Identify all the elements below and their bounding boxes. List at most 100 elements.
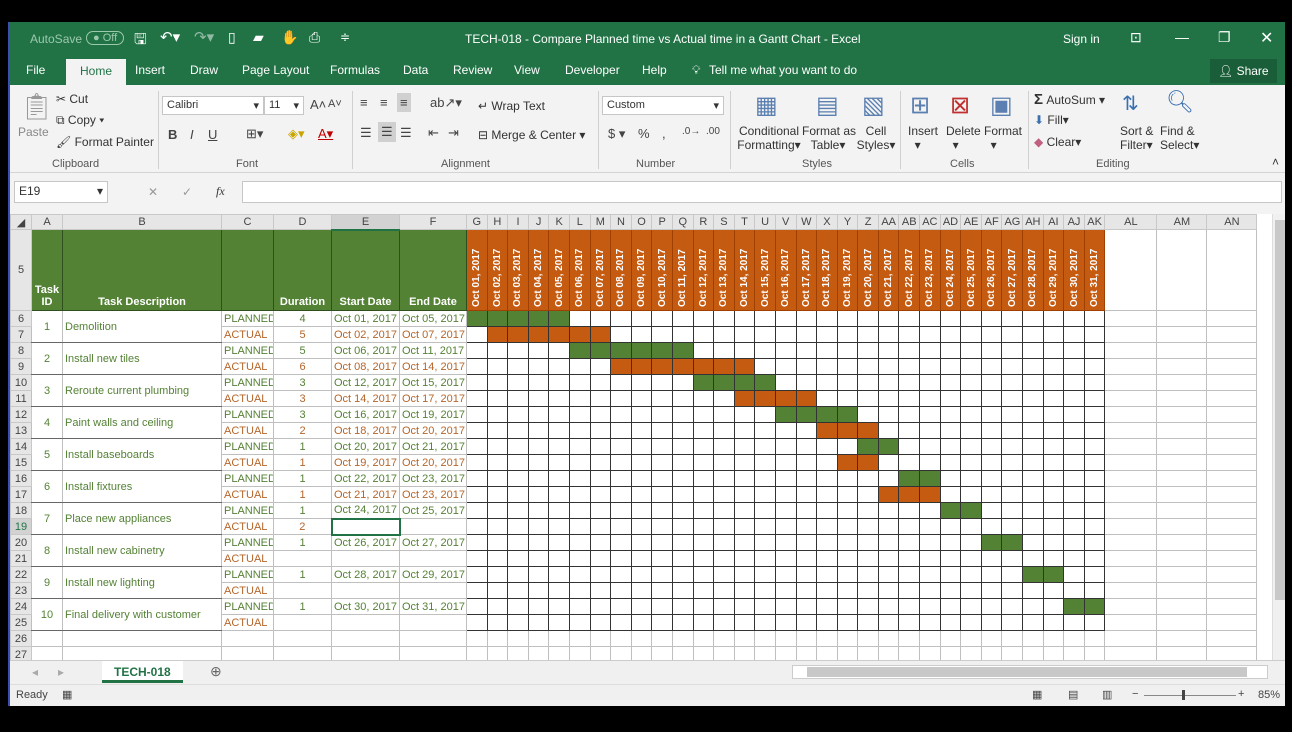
align-center-icon[interactable]: ☰ — [378, 122, 396, 142]
zoom-out-icon[interactable]: − — [1132, 688, 1139, 700]
gantt-cell[interactable] — [651, 582, 673, 599]
gantt-cell[interactable] — [857, 598, 879, 615]
gantt-cell[interactable] — [754, 326, 776, 343]
gantt-cell[interactable] — [466, 614, 488, 631]
empty-cell[interactable] — [1156, 326, 1208, 343]
end-date-cell[interactable]: Oct 11, 2017 — [399, 342, 467, 359]
empty-cell[interactable] — [919, 630, 941, 647]
gantt-cell[interactable] — [939, 390, 962, 407]
gantt-cell[interactable] — [898, 422, 921, 439]
gantt-cell[interactable] — [1022, 598, 1044, 615]
actual-bar-cell[interactable] — [630, 358, 653, 375]
normal-view-icon[interactable]: ▦ — [1032, 689, 1043, 701]
gantt-cell[interactable] — [857, 550, 879, 567]
task-id-cell[interactable]: 1 — [31, 310, 63, 343]
header-type[interactable] — [221, 229, 274, 311]
gantt-cell[interactable] — [795, 598, 818, 615]
gantt-cell[interactable] — [1083, 486, 1106, 503]
tab-formulas[interactable]: Formulas — [330, 63, 381, 77]
task-id-cell[interactable]: 4 — [31, 406, 63, 439]
gantt-cell[interactable] — [980, 486, 1003, 503]
gantt-cell[interactable] — [1083, 566, 1106, 583]
duration-cell[interactable]: 5 — [273, 326, 332, 343]
actual-bar-cell[interactable] — [857, 422, 879, 439]
tab-file[interactable]: File — [26, 63, 46, 77]
empty-cell[interactable] — [527, 646, 550, 660]
empty-cell[interactable] — [1083, 630, 1106, 647]
duration-cell[interactable]: 1 — [273, 470, 332, 487]
gantt-cell[interactable] — [548, 470, 570, 487]
gantt-cell[interactable] — [610, 470, 632, 487]
gantt-cell[interactable] — [877, 454, 900, 471]
actual-bar-cell[interactable] — [733, 390, 756, 407]
gantt-cell[interactable] — [630, 550, 653, 567]
end-date-cell[interactable] — [399, 614, 467, 631]
sort-filter-button[interactable]: Sort & Filter▾ — [1120, 124, 1154, 152]
gantt-cell[interactable] — [836, 614, 859, 631]
empty-cell[interactable] — [1156, 438, 1208, 455]
empty-cell[interactable] — [1063, 630, 1085, 647]
gantt-cell[interactable] — [919, 534, 941, 551]
date-header[interactable]: Oct 07, 2017 — [589, 229, 612, 311]
duration-cell[interactable]: 3 — [273, 374, 332, 391]
gantt-cell[interactable] — [527, 614, 550, 631]
gantt-cell[interactable] — [754, 502, 776, 519]
gantt-cell[interactable] — [1001, 406, 1024, 423]
task-description-cell[interactable]: Place new appliances — [62, 502, 222, 535]
paste-icon[interactable]: 📋︎ — [20, 91, 54, 121]
row-header-16[interactable]: 16 — [10, 470, 32, 487]
gantt-cell[interactable] — [1022, 534, 1044, 551]
gantt-cell[interactable] — [671, 422, 694, 439]
gantt-cell[interactable] — [630, 374, 653, 391]
empty-cell[interactable] — [31, 630, 63, 647]
gantt-cell[interactable] — [774, 486, 797, 503]
duration-cell[interactable]: 1 — [273, 454, 332, 471]
gantt-cell[interactable] — [733, 518, 756, 535]
gantt-cell[interactable] — [713, 438, 735, 455]
planned-bar-cell[interactable] — [919, 470, 941, 487]
duration-cell[interactable]: 4 — [273, 310, 332, 327]
empty-cell[interactable] — [1206, 566, 1258, 583]
gantt-cell[interactable] — [671, 550, 694, 567]
gantt-cell[interactable] — [877, 342, 900, 359]
gantt-cell[interactable] — [939, 438, 962, 455]
empty-cell[interactable] — [1206, 582, 1258, 599]
gantt-cell[interactable] — [568, 486, 591, 503]
gantt-cell[interactable] — [1042, 486, 1065, 503]
gantt-cell[interactable] — [610, 390, 632, 407]
gantt-cell[interactable] — [980, 374, 1003, 391]
gantt-cell[interactable] — [960, 470, 982, 487]
gantt-cell[interactable] — [713, 470, 735, 487]
page-layout-view-icon[interactable]: ▤ — [1068, 689, 1079, 701]
gantt-cell[interactable] — [610, 534, 632, 551]
gantt-cell[interactable] — [589, 518, 612, 535]
row-header-23[interactable]: 23 — [10, 582, 32, 599]
empty-cell[interactable] — [754, 630, 776, 647]
empty-cell[interactable] — [1104, 614, 1158, 631]
empty-cell[interactable] — [1104, 374, 1158, 391]
actual-label-cell[interactable]: ACTUAL — [221, 326, 274, 343]
gantt-cell[interactable] — [980, 422, 1003, 439]
planned-bar-cell[interactable] — [857, 438, 879, 455]
gantt-cell[interactable] — [1063, 342, 1085, 359]
empty-cell[interactable] — [1156, 342, 1208, 359]
gantt-cell[interactable] — [939, 374, 962, 391]
gantt-cell[interactable] — [1001, 390, 1024, 407]
empty-cell[interactable] — [589, 630, 612, 647]
gantt-cell[interactable] — [568, 406, 591, 423]
column-header-U[interactable]: U — [754, 214, 776, 230]
gantt-cell[interactable] — [960, 374, 982, 391]
gantt-cell[interactable] — [610, 422, 632, 439]
gantt-cell[interactable] — [713, 342, 735, 359]
gantt-cell[interactable] — [651, 406, 673, 423]
gantt-cell[interactable] — [816, 598, 838, 615]
increase-font-icon[interactable]: A˄ — [310, 97, 327, 112]
column-header-V[interactable]: V — [774, 214, 797, 230]
gantt-cell[interactable] — [692, 406, 715, 423]
gantt-cell[interactable] — [1042, 614, 1065, 631]
font-color-icon[interactable]: A▾ — [318, 126, 334, 141]
gantt-cell[interactable] — [630, 582, 653, 599]
gantt-cell[interactable] — [548, 566, 570, 583]
gantt-cell[interactable] — [1001, 614, 1024, 631]
gantt-cell[interactable] — [527, 470, 550, 487]
